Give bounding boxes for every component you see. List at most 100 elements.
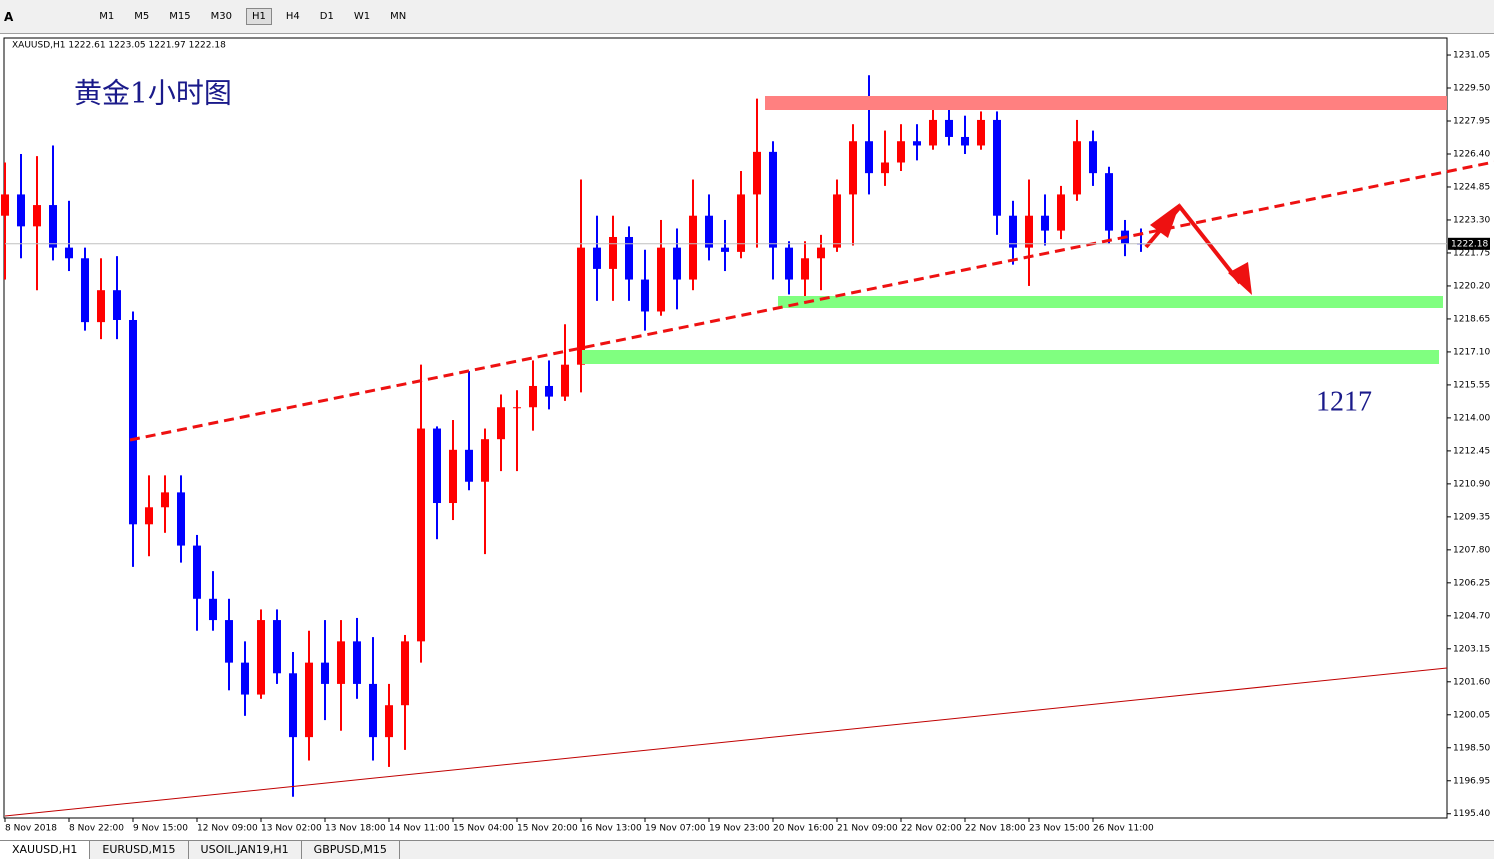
- candle-body: [81, 258, 89, 323]
- candle-body: [1057, 194, 1065, 231]
- candle-body: [577, 247, 585, 365]
- candle-body: [529, 385, 537, 408]
- timeframe-button[interactable]: W1: [353, 11, 371, 22]
- candle-body: [177, 492, 185, 546]
- x-tick-label: 13 Nov 02:00: [261, 824, 322, 834]
- candle-body: [449, 449, 457, 504]
- timeframe-button[interactable]: D1: [319, 11, 334, 22]
- x-tick-label: 21 Nov 09:00: [837, 824, 898, 834]
- x-tick-label: 8 Nov 2018: [5, 824, 57, 834]
- trend-line-dashed: [129, 160, 1494, 442]
- y-tick-label: 1229.50: [1453, 84, 1490, 94]
- y-tick-label: 1221.75: [1453, 248, 1490, 258]
- chart-tab[interactable]: XAUUSD,H1: [0, 841, 91, 859]
- candle-body: [769, 151, 777, 248]
- candle-body: [705, 215, 713, 248]
- candle-body: [65, 247, 73, 259]
- candle-body: [289, 673, 297, 738]
- y-tick-label: 1204.70: [1453, 611, 1490, 621]
- candle-body: [1073, 141, 1081, 195]
- candle-body: [385, 705, 393, 738]
- chart-tab[interactable]: GBPUSD,M15: [302, 841, 400, 859]
- y-tick-label: 1209.35: [1453, 512, 1490, 522]
- candle-body: [753, 151, 761, 195]
- candle-body: [865, 141, 873, 174]
- x-tick-label: 16 Nov 13:00: [581, 824, 642, 834]
- timeframe-button[interactable]: M5: [134, 11, 150, 22]
- symbol-info: XAUUSD,H1 1222.61 1223.05 1221.97 1222.1…: [12, 41, 226, 51]
- y-tick-label: 1224.85: [1453, 182, 1490, 192]
- candle-body: [737, 194, 745, 252]
- chart-tab[interactable]: EURUSD,M15: [90, 841, 189, 859]
- timeframe-button[interactable]: MN: [390, 11, 407, 22]
- candle-body: [609, 236, 617, 269]
- y-tick-label: 1206.25: [1453, 578, 1490, 588]
- candle-body: [97, 290, 105, 323]
- timeframe-button[interactable]: M1: [99, 11, 115, 22]
- candle-body: [33, 205, 41, 227]
- timeframe-button[interactable]: H4: [285, 11, 300, 22]
- x-tick-label: 22 Nov 02:00: [901, 824, 962, 834]
- timeframe-button[interactable]: M30: [210, 11, 233, 22]
- y-tick-label: 1220.20: [1453, 281, 1490, 291]
- y-tick-label: 1212.45: [1453, 446, 1490, 456]
- candle-body: [881, 162, 889, 174]
- candle-body: [1009, 215, 1017, 248]
- candle-body: [17, 194, 25, 227]
- candle-body: [833, 194, 841, 248]
- timeframes: M1 M5 M15 M30 H1 H4 D1 W1 MN: [89, 8, 416, 25]
- font-button[interactable]: A: [4, 9, 14, 24]
- y-tick-label: 1196.95: [1453, 776, 1490, 786]
- arrow-head: [1150, 203, 1180, 238]
- x-tick-label: 15 Nov 20:00: [517, 824, 578, 834]
- y-tick-label: 1210.90: [1453, 479, 1490, 489]
- candle-body: [481, 439, 489, 482]
- candle-body: [545, 385, 553, 397]
- x-tick-label: 13 Nov 18:00: [325, 824, 386, 834]
- y-tick-label: 1227.95: [1453, 117, 1490, 127]
- last-price-box: [1448, 237, 1490, 250]
- candle-body: [1041, 215, 1049, 231]
- y-tick-label: 1195.40: [1453, 809, 1490, 819]
- drawings: [4, 96, 1494, 817]
- y-tick-label: 1218.65: [1453, 314, 1490, 324]
- candle-body: [961, 136, 969, 146]
- candle-body: [849, 141, 857, 195]
- candle-body: [945, 119, 953, 137]
- support-zone: [778, 296, 1443, 308]
- candle-body: [321, 662, 329, 684]
- candle-body: [673, 247, 681, 280]
- x-tick-label: 8 Nov 22:00: [69, 824, 124, 834]
- candle-body: [353, 641, 361, 684]
- candle-body: [401, 641, 409, 706]
- candle-body: [273, 620, 281, 674]
- candle-body: [785, 247, 793, 280]
- candle-body: [913, 141, 921, 146]
- y-tick-label: 1215.55: [1453, 380, 1490, 390]
- y-tick-label: 1226.40: [1453, 149, 1490, 159]
- candle-body: [993, 119, 1001, 216]
- candle-body: [241, 662, 249, 695]
- timeframe-button[interactable]: H1: [246, 8, 272, 25]
- candle-body: [497, 407, 505, 440]
- x-tick-label: 23 Nov 15:00: [1029, 824, 1090, 834]
- y-tick-label: 1198.50: [1453, 743, 1490, 753]
- candle-body: [1, 194, 9, 216]
- candle-body: [129, 319, 137, 525]
- support-zone: [582, 350, 1439, 364]
- candle-body: [209, 598, 217, 621]
- candle-body: [145, 507, 153, 525]
- candle-body: [193, 545, 201, 599]
- trend-line: [4, 667, 1448, 817]
- y-tick-label: 1203.15: [1453, 644, 1490, 654]
- x-tick-label: 26 Nov 11:00: [1093, 824, 1154, 834]
- x-tick-label: 9 Nov 15:00: [133, 824, 188, 834]
- forecast-arrow: [1144, 203, 1242, 285]
- resistance-zone: [765, 96, 1447, 110]
- timeframe-button[interactable]: M15: [169, 11, 191, 22]
- y-tick-label: 1217.10: [1453, 347, 1490, 357]
- chart-tab[interactable]: USOIL.JAN19,H1: [189, 841, 302, 859]
- candle-body: [657, 247, 665, 312]
- x-tick-label: 19 Nov 07:00: [645, 824, 706, 834]
- x-tick-label: 14 Nov 11:00: [389, 824, 450, 834]
